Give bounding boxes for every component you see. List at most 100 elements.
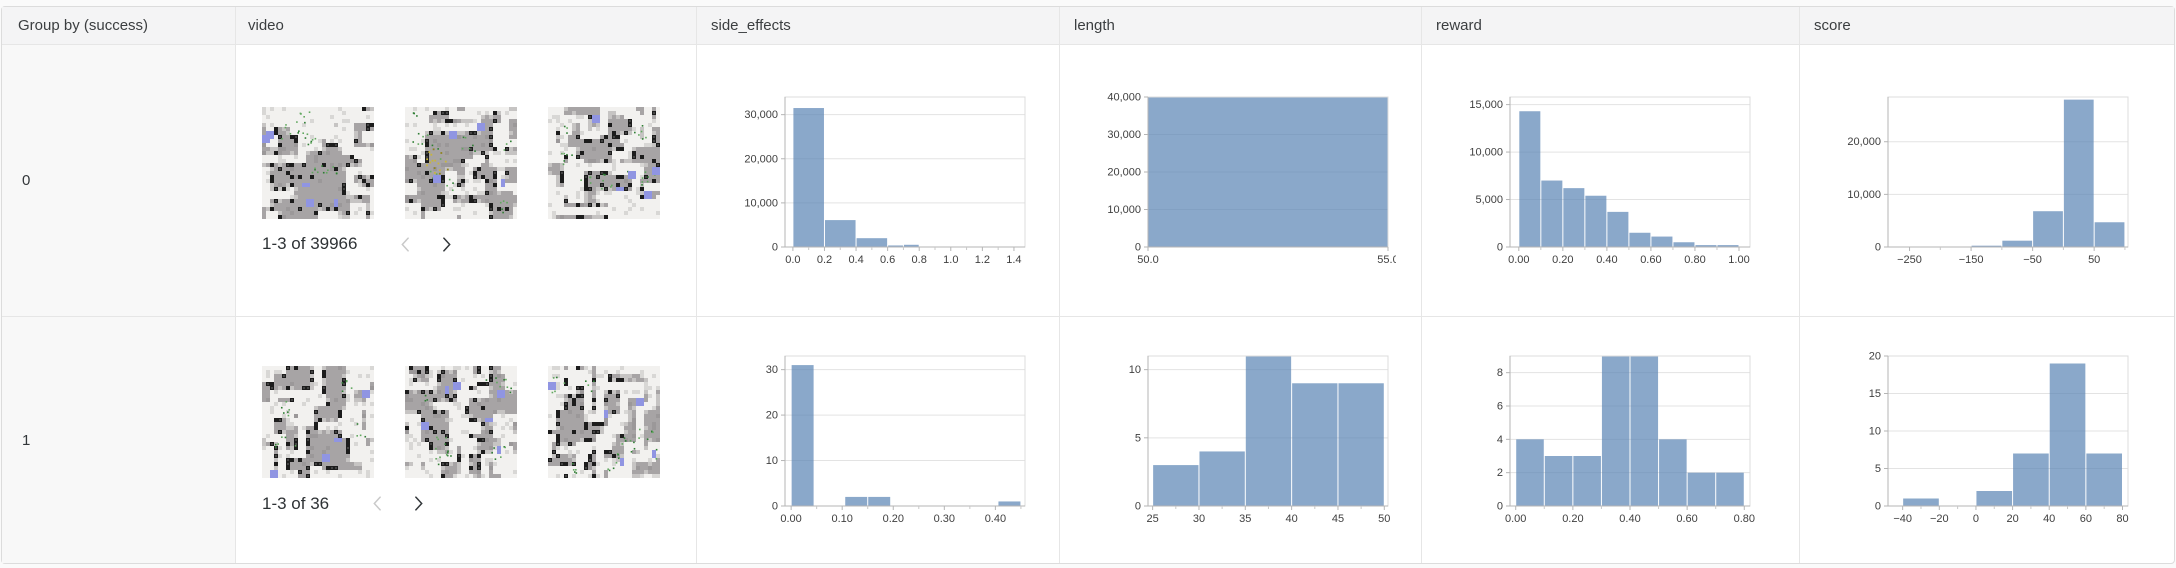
chevron-right-icon xyxy=(412,495,425,512)
svg-text:0.2: 0.2 xyxy=(817,254,832,266)
svg-text:20,000: 20,000 xyxy=(1107,166,1141,178)
svg-text:1.00: 1.00 xyxy=(1728,254,1749,266)
svg-text:10: 10 xyxy=(1129,364,1141,376)
svg-text:0.60: 0.60 xyxy=(1640,254,1661,266)
svg-text:0: 0 xyxy=(772,501,778,513)
prev-page-button[interactable] xyxy=(369,493,386,514)
video-thumbnails xyxy=(262,366,660,478)
svg-text:10: 10 xyxy=(766,455,778,467)
svg-text:0.20: 0.20 xyxy=(883,513,904,525)
video-thumbnail[interactable] xyxy=(548,106,660,219)
svg-text:30: 30 xyxy=(1193,513,1205,525)
svg-text:0.00: 0.00 xyxy=(1505,513,1526,525)
svg-text:10,000: 10,000 xyxy=(1469,146,1503,158)
svg-text:10,000: 10,000 xyxy=(744,197,778,209)
svg-text:0: 0 xyxy=(772,241,778,253)
svg-text:10: 10 xyxy=(1869,426,1881,438)
group-value-0: 0 xyxy=(2,45,236,317)
next-page-button[interactable] xyxy=(410,493,427,514)
svg-text:4: 4 xyxy=(1497,434,1503,446)
svg-text:60: 60 xyxy=(2080,513,2092,525)
svg-text:0: 0 xyxy=(1135,241,1141,253)
histogram-score: 0 10,000 20,000 −250 −150 −50 50 xyxy=(1847,96,2129,266)
chevron-left-icon xyxy=(371,495,384,512)
column-header-length[interactable]: length xyxy=(1060,7,1422,45)
svg-text:0.30: 0.30 xyxy=(934,513,955,525)
svg-text:5,000: 5,000 xyxy=(1475,194,1503,206)
svg-text:0.40: 0.40 xyxy=(1596,254,1617,266)
video-thumbnail[interactable] xyxy=(262,106,374,219)
video-pagination: 1-3 of 39966 xyxy=(262,234,455,255)
video-pagination: 1-3 of 36 xyxy=(262,493,427,514)
svg-text:20: 20 xyxy=(2006,513,2018,525)
histogram-length: 0 5 10 25 30 35 40 45 50 xyxy=(1129,355,1390,525)
svg-text:20: 20 xyxy=(766,410,778,422)
score-cell-group0: 0 10,000 20,000 −250 −150 −50 50 xyxy=(1800,45,2174,317)
svg-text:20: 20 xyxy=(1869,351,1881,363)
group-value-1: 1 xyxy=(2,317,236,563)
length-cell-group0: 0 10,000 20,000 30,000 40,000 50.0 55.0 xyxy=(1060,45,1422,317)
svg-text:0.40: 0.40 xyxy=(985,513,1006,525)
side-effects-cell-group0: 0 10,000 20,000 30,000 0.0 0.2 0.4 0.6 0.8 1.0 1.2… xyxy=(697,45,1060,317)
video-cell-group1: 1-3 of 36 xyxy=(236,317,697,563)
histogram-score: 0 5 10 15 20 −40 −20 0 20 40 60 80 xyxy=(1869,351,2129,526)
length-cell-group1: 0 5 10 25 30 35 40 45 50 xyxy=(1060,317,1422,563)
svg-text:15,000: 15,000 xyxy=(1469,99,1503,111)
svg-text:1.0: 1.0 xyxy=(943,254,958,266)
column-header-video[interactable]: video xyxy=(236,7,697,45)
svg-text:30,000: 30,000 xyxy=(1107,129,1141,141)
svg-text:40: 40 xyxy=(2043,513,2055,525)
svg-text:−20: −20 xyxy=(1930,513,1949,525)
next-page-button[interactable] xyxy=(438,234,455,255)
svg-text:0: 0 xyxy=(1875,501,1881,513)
svg-text:40: 40 xyxy=(1285,513,1297,525)
svg-text:25: 25 xyxy=(1146,513,1158,525)
svg-text:50: 50 xyxy=(2088,254,2100,266)
svg-text:−150: −150 xyxy=(1959,254,1984,266)
svg-text:0: 0 xyxy=(1973,513,1979,525)
svg-text:0.60: 0.60 xyxy=(1676,513,1697,525)
svg-text:−40: −40 xyxy=(1893,513,1912,525)
svg-text:0: 0 xyxy=(1135,501,1141,513)
svg-text:0.20: 0.20 xyxy=(1552,254,1573,266)
svg-text:45: 45 xyxy=(1332,513,1344,525)
histogram-length: 0 10,000 20,000 30,000 40,000 50.0 55.0 xyxy=(1107,91,1396,266)
svg-text:50: 50 xyxy=(1378,513,1390,525)
svg-text:20,000: 20,000 xyxy=(744,153,778,165)
svg-text:0.80: 0.80 xyxy=(1684,254,1705,266)
video-thumbnail[interactable] xyxy=(405,106,517,219)
svg-text:0: 0 xyxy=(1875,241,1881,253)
svg-text:30: 30 xyxy=(766,364,778,376)
svg-text:30,000: 30,000 xyxy=(744,109,778,121)
histogram-reward: 0 5,000 10,000 15,000 0.00 0.20 0.40 0.60 0.80 1.… xyxy=(1469,96,1751,266)
svg-text:0.20: 0.20 xyxy=(1562,513,1583,525)
side-effects-cell-group1: 0 10 20 30 0.00 0.10 0.20 0.30 0.40 xyxy=(697,317,1060,563)
svg-text:0.00: 0.00 xyxy=(1508,254,1529,266)
video-thumbnail[interactable] xyxy=(405,366,517,478)
histogram-side-effects: 0 10 20 30 0.00 0.10 0.20 0.30 0.40 xyxy=(766,355,1026,525)
column-header-group-by[interactable]: Group by (success) xyxy=(2,7,236,45)
prev-page-button[interactable] xyxy=(397,234,414,255)
histogram-reward: 0 2 4 6 8 0.00 0.20 0.40 0.60 0.80 xyxy=(1497,355,1755,525)
video-cell-group0: 1-3 of 39966 xyxy=(236,45,697,317)
svg-text:10,000: 10,000 xyxy=(1847,188,1881,200)
svg-text:55.0: 55.0 xyxy=(1377,254,1396,266)
svg-text:1.4: 1.4 xyxy=(1006,254,1021,266)
svg-text:0.4: 0.4 xyxy=(848,254,863,266)
svg-text:35: 35 xyxy=(1239,513,1251,525)
svg-text:0.6: 0.6 xyxy=(880,254,895,266)
chevron-right-icon xyxy=(440,236,453,253)
video-thumbnail[interactable] xyxy=(262,366,374,478)
video-thumbnails xyxy=(262,106,660,219)
chevron-left-icon xyxy=(399,236,412,253)
reward-cell-group0: 0 5,000 10,000 15,000 0.00 0.20 0.40 0.60 0.80 1.… xyxy=(1422,45,1800,317)
column-header-side-effects[interactable]: side_effects xyxy=(697,7,1060,45)
video-thumbnail[interactable] xyxy=(548,366,660,478)
column-header-reward[interactable]: reward xyxy=(1422,7,1800,45)
svg-text:8: 8 xyxy=(1497,367,1503,379)
svg-text:0.0: 0.0 xyxy=(785,254,800,266)
score-cell-group1: 0 5 10 15 20 −40 −20 0 20 40 60 80 xyxy=(1800,317,2174,563)
svg-text:0.80: 0.80 xyxy=(1734,513,1755,525)
column-header-score[interactable]: score xyxy=(1800,7,2174,45)
svg-text:2: 2 xyxy=(1497,467,1503,479)
